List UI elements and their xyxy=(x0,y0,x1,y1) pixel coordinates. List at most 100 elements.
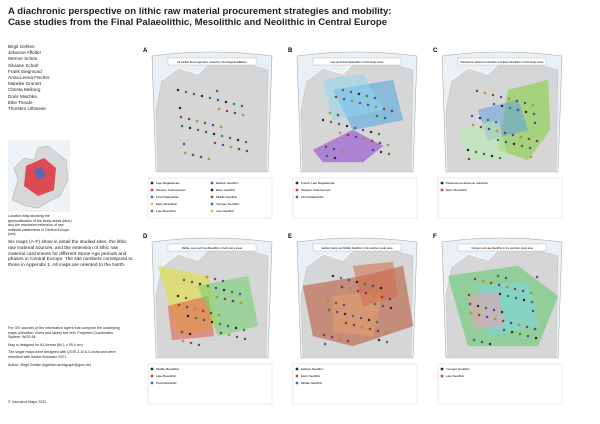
site xyxy=(336,113,340,117)
legend-label: Middle Neolithic xyxy=(301,381,323,385)
legend-label: Younger Neolithic xyxy=(216,202,240,206)
site xyxy=(370,139,374,143)
site xyxy=(501,319,505,323)
notes: For GIS sources of the information layer… xyxy=(8,326,126,370)
site xyxy=(523,101,527,105)
site xyxy=(535,139,539,143)
legend-box xyxy=(437,177,563,219)
site xyxy=(176,294,180,298)
site xyxy=(492,102,496,106)
site xyxy=(351,314,355,318)
title: Case studies from the Final Palaeolithic… xyxy=(8,17,388,28)
site xyxy=(224,100,228,104)
site xyxy=(471,123,475,127)
site xyxy=(387,152,391,156)
catchment-network xyxy=(467,291,505,329)
site xyxy=(225,109,229,113)
site xyxy=(475,89,479,93)
site xyxy=(177,303,181,307)
legend-symbol xyxy=(150,374,154,378)
site xyxy=(373,302,377,306)
site xyxy=(487,127,491,131)
panel-letter: C xyxy=(433,48,438,54)
site xyxy=(217,107,221,111)
legend-box xyxy=(147,177,273,219)
site xyxy=(341,88,345,92)
legend-symbol xyxy=(210,188,214,192)
author: Thorsten Uthmeier xyxy=(8,106,47,112)
site xyxy=(360,325,364,329)
site xyxy=(203,121,207,125)
site xyxy=(329,120,333,124)
site xyxy=(215,89,219,93)
site xyxy=(490,154,494,158)
legend: Pleistocene-Holocene transition Early Mes… xyxy=(437,177,563,219)
site xyxy=(375,114,379,118)
site xyxy=(357,92,361,96)
description: Six maps (A-F) show in detail the studie… xyxy=(8,240,133,269)
legend-label: Western Federmesser xyxy=(301,188,331,192)
legend-symbol xyxy=(440,181,444,185)
site xyxy=(533,121,537,125)
panel-letter: B xyxy=(288,48,293,54)
note: For GIS sources of the information layer… xyxy=(8,326,120,340)
site xyxy=(520,144,524,148)
legend-symbol xyxy=(295,188,299,192)
site xyxy=(188,126,192,130)
site xyxy=(496,274,500,278)
site xyxy=(525,325,529,329)
site xyxy=(506,294,510,298)
site xyxy=(378,141,382,145)
legend-label: Early Neolithic xyxy=(216,188,236,192)
author: Frank Siegmund xyxy=(8,68,42,74)
site xyxy=(193,307,197,311)
author: Doris Mischka xyxy=(8,93,37,99)
legend-box xyxy=(292,177,418,219)
legend-symbol xyxy=(210,181,214,185)
site xyxy=(222,288,226,292)
site xyxy=(184,90,188,94)
site xyxy=(348,287,352,291)
site xyxy=(244,140,248,144)
site xyxy=(476,304,480,308)
map-panel: F Younger and Late Neolithic in the south… xyxy=(433,234,563,405)
site xyxy=(389,306,393,310)
inset-caption: Location Map showing the geolocalisation… xyxy=(8,214,72,237)
site xyxy=(467,157,471,161)
site xyxy=(188,332,192,336)
site xyxy=(189,341,193,345)
site xyxy=(383,116,387,120)
map-panel: C Pleistocene-Holocene transition and Ear… xyxy=(433,48,563,219)
site xyxy=(512,142,516,146)
panel-letter: F xyxy=(433,234,437,240)
legend: Younger Neolithic Late Neolithic xyxy=(437,363,563,405)
legend-label: Early Neolithic xyxy=(301,374,321,378)
site xyxy=(322,333,326,337)
site xyxy=(352,323,356,327)
site xyxy=(371,148,375,152)
site xyxy=(198,282,202,286)
map: Middle, Late and Final Mesolithic in bot… xyxy=(151,237,273,359)
site xyxy=(215,295,219,299)
site xyxy=(499,95,503,99)
site xyxy=(358,101,362,105)
site xyxy=(474,150,478,154)
site xyxy=(233,111,237,115)
site xyxy=(183,151,187,155)
site xyxy=(377,132,381,136)
site xyxy=(216,98,220,102)
site xyxy=(340,285,344,289)
site xyxy=(208,96,212,100)
site xyxy=(355,280,359,284)
site xyxy=(231,299,235,303)
site xyxy=(497,283,501,287)
legend-label: Earliest Neolithic xyxy=(216,181,239,185)
legend-label: Early Mesolithic xyxy=(156,202,178,206)
legend-symbol xyxy=(150,181,154,185)
site xyxy=(388,297,392,301)
site xyxy=(354,135,358,139)
site xyxy=(359,316,363,320)
site xyxy=(228,136,232,140)
site xyxy=(381,304,385,308)
panel-title: All studied Stone Age sites, sorted by c… xyxy=(177,60,247,64)
